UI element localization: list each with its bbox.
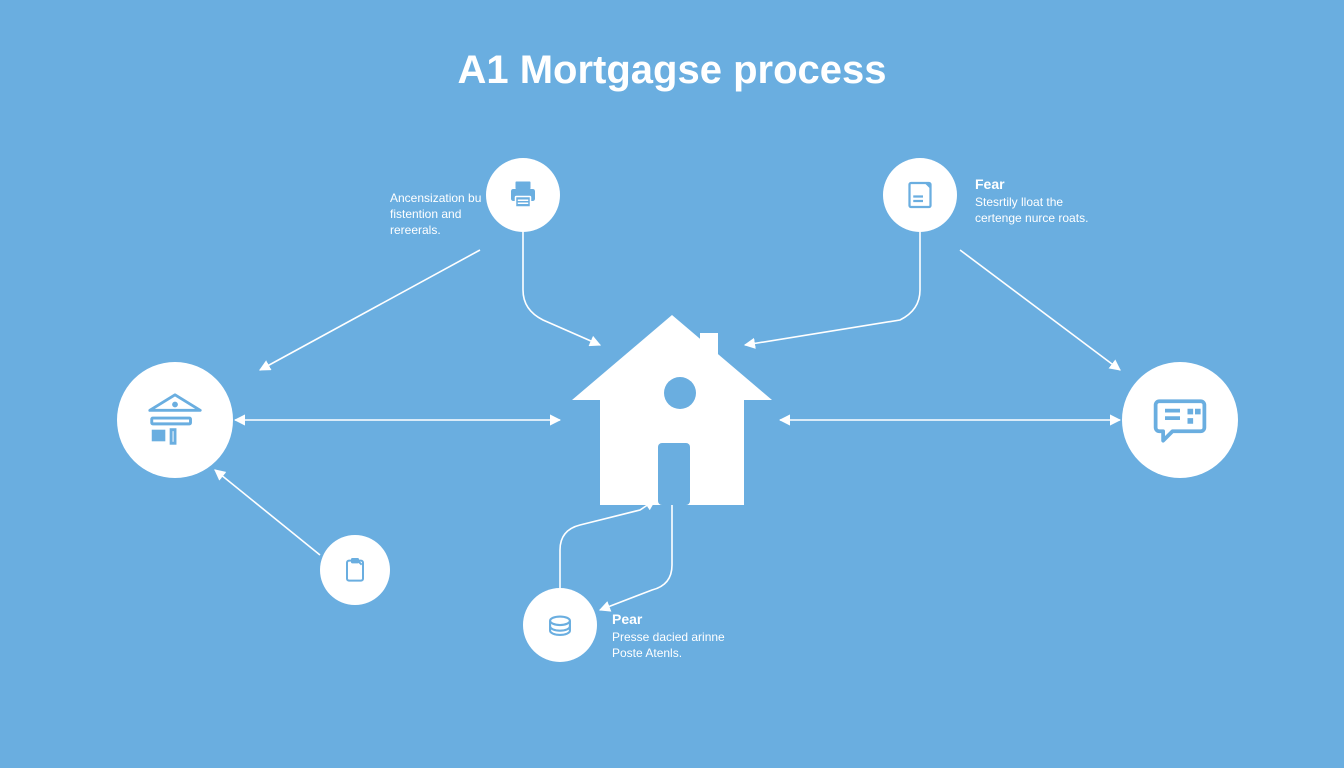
label-bottom: Pear Presse dacied arinne Poste Atenls. xyxy=(612,610,732,661)
node-left xyxy=(117,362,233,478)
label-top-right: Fear Stesrtily lloat the certenge nurce … xyxy=(975,175,1095,226)
printer-icon xyxy=(505,177,541,213)
coins-icon xyxy=(543,608,577,642)
bank-icon xyxy=(144,389,206,451)
node-top-right xyxy=(883,158,957,232)
node-bottom xyxy=(523,588,597,662)
node-bottom-left xyxy=(320,535,390,605)
document-icon xyxy=(902,177,938,213)
page-title: A1 Mortgagse process xyxy=(457,48,886,93)
node-right xyxy=(1122,362,1238,478)
chat-icon xyxy=(1150,390,1210,450)
house-icon xyxy=(572,315,772,505)
clipboard-icon xyxy=(339,554,371,586)
label-top-left: Ancensization bu fistention and rereeral… xyxy=(390,190,500,239)
